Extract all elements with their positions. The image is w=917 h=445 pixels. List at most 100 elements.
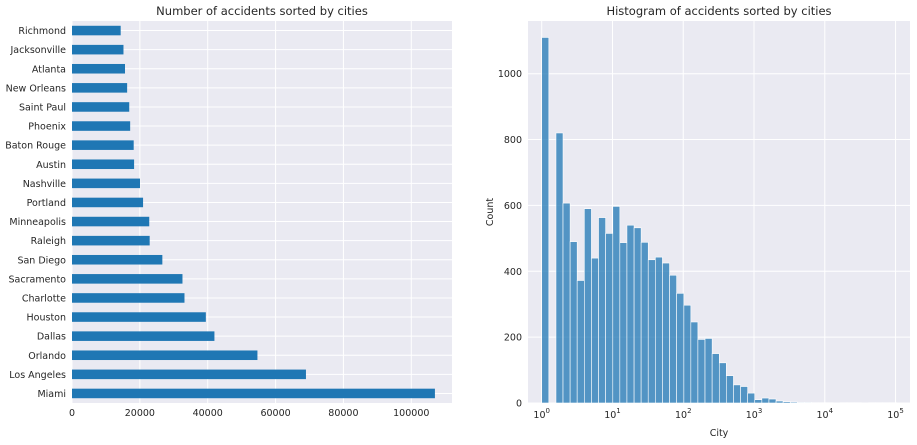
histogram-bar — [789, 401, 798, 404]
histogram-bar — [626, 224, 635, 404]
histogram-y-tick-label: 800 — [504, 135, 522, 146]
histogram-panel: 0 200 400 600 800 1000 100 101 102 103 104 105 His… — [485, 4, 910, 439]
histogram-bar — [605, 233, 614, 404]
category-label: Richmond — [18, 26, 66, 37]
bar-orlando — [72, 350, 258, 361]
histogram-bar — [797, 402, 805, 404]
bar-minneapolis — [72, 216, 150, 227]
histogram-bar — [733, 384, 741, 404]
category-label: Portland — [27, 198, 66, 209]
histogram-bar — [761, 397, 770, 404]
histogram-bar — [662, 262, 670, 404]
category-label: Saint Paul — [19, 102, 66, 113]
bar-chart-x-tick-label: 40000 — [193, 408, 223, 419]
bar-richmond — [72, 25, 121, 36]
histogram-bar — [747, 392, 756, 404]
bar-chart-bars — [72, 25, 435, 399]
histogram-bar — [683, 304, 692, 404]
bar-chart-x-tick-label: 20000 — [125, 408, 155, 419]
category-label: San Diego — [17, 255, 66, 266]
histogram-x-tick-label: 100 — [533, 407, 550, 421]
histogram-y-tick-labels: 0 200 400 600 800 1000 — [498, 69, 522, 409]
category-label: Orlando — [28, 351, 66, 362]
histogram-bar — [655, 256, 663, 404]
bar-jacksonville — [72, 44, 124, 55]
category-label: Minneapolis — [9, 217, 66, 228]
histogram-bar — [576, 280, 585, 404]
category-label: Austin — [36, 160, 66, 171]
category-label: Houston — [27, 313, 66, 324]
histogram-bar — [669, 274, 677, 404]
histogram-y-tick-label: 600 — [504, 201, 522, 212]
histogram-bar — [697, 339, 706, 404]
histogram-bar — [541, 37, 550, 404]
histogram-bar — [591, 257, 599, 404]
histogram-bar — [569, 241, 578, 404]
bar-sacramento — [72, 274, 183, 284]
category-label: Dallas — [37, 332, 66, 343]
category-label: Atlanta — [32, 64, 66, 75]
histogram-bar — [619, 242, 628, 404]
histogram-x-tick-label: 102 — [675, 407, 692, 421]
category-label: Raleigh — [31, 236, 66, 247]
histogram-y-tick-label: 0 — [516, 399, 522, 410]
histogram-bar — [704, 338, 713, 404]
category-label: Nashville — [23, 179, 66, 190]
bar-chart-title: Number of accidents sorted by cities — [156, 4, 368, 18]
histogram-x-tick-label: 103 — [746, 407, 763, 421]
histogram-bar — [768, 398, 777, 404]
bar-nashville — [72, 178, 140, 189]
bar-charlotte — [72, 293, 185, 303]
category-label: Phoenix — [28, 122, 66, 133]
bar-chart-panel: Miami Los Angeles Orlando Dallas Houston Char… — [5, 4, 452, 419]
bar-chart-x-tick-label: 80000 — [328, 408, 358, 419]
bar-chart-plot-area — [72, 21, 452, 403]
bar-austin — [72, 159, 135, 170]
bar-chart-x-tick-label: 0 — [69, 408, 75, 419]
histogram-bars — [541, 37, 898, 404]
bar-houston — [72, 312, 206, 322]
histogram-bar — [633, 227, 642, 404]
category-label: New Orleans — [6, 83, 66, 94]
category-label: Miami — [37, 389, 66, 400]
histogram-y-tick-label: 400 — [504, 267, 522, 278]
bar-atlanta — [72, 63, 126, 74]
histogram-title: Histogram of accidents sorted by cities — [606, 4, 831, 18]
histogram-bar — [782, 401, 791, 404]
histogram-bar — [555, 132, 564, 404]
histogram-bar — [690, 321, 699, 404]
histogram-x-tick-label: 101 — [604, 407, 621, 421]
histogram-x-tick-label: 104 — [817, 407, 834, 421]
category-label: Jacksonville — [9, 45, 66, 56]
histogram-bar — [804, 402, 812, 404]
category-label: Charlotte — [22, 293, 66, 304]
histogram-y-tick-label: 200 — [504, 333, 522, 344]
histogram-bar — [754, 399, 763, 404]
histogram-bar — [562, 202, 571, 404]
bar-chart-x-tick-label: 100000 — [393, 408, 429, 419]
bar-portland — [72, 197, 144, 208]
histogram-x-tick-labels: 100 101 102 103 104 105 — [533, 407, 903, 421]
bar-saint-paul — [72, 102, 130, 112]
histogram-bar — [711, 353, 720, 404]
histogram-bar — [676, 293, 685, 404]
histogram-bar — [598, 217, 606, 404]
histogram-bar — [740, 386, 748, 404]
bar-san-diego — [72, 254, 163, 265]
bar-raleigh — [72, 235, 150, 246]
category-label: Los Angeles — [9, 370, 66, 381]
histogram-bar — [775, 400, 784, 404]
bar-dallas — [72, 331, 215, 341]
histogram-bar — [640, 241, 649, 404]
bar-chart-x-tick-labels: 0 20000 40000 60000 80000 100000 — [69, 408, 429, 419]
bar-chart-x-tick-label: 60000 — [260, 408, 290, 419]
histogram-y-axis-label: Count — [485, 198, 496, 226]
bar-miami — [72, 388, 435, 399]
bar-los-angeles — [72, 369, 306, 380]
histogram-bar — [584, 208, 592, 404]
histogram-y-tick-label: 1000 — [498, 69, 522, 80]
histogram-bar — [612, 206, 621, 404]
bar-baton-rouge — [72, 140, 134, 150]
histogram-bar — [718, 362, 727, 404]
